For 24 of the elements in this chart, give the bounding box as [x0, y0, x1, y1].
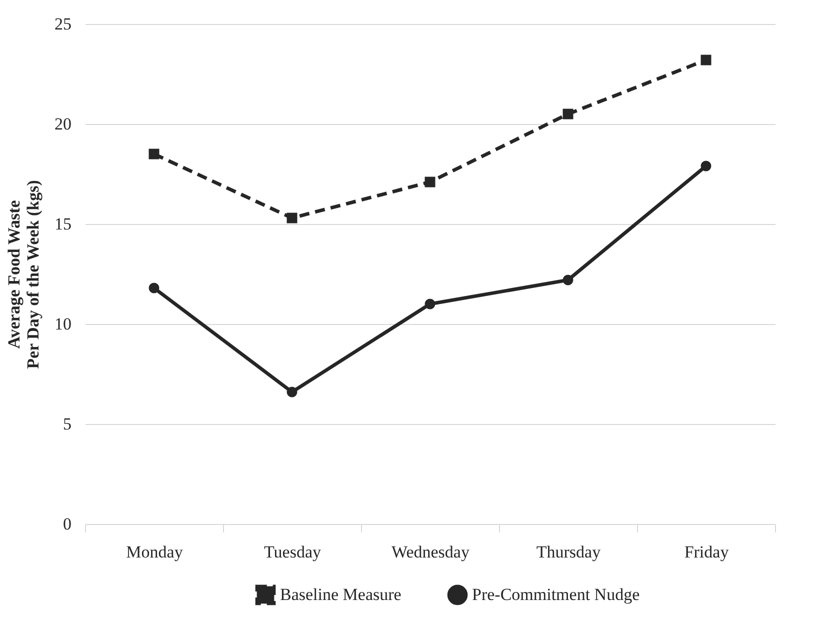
x-tick-label: Tuesday	[264, 542, 322, 562]
point	[700, 54, 712, 66]
x-tick-label: Friday	[684, 542, 730, 562]
y-tick-label: 25	[54, 14, 72, 34]
point	[286, 386, 298, 398]
y-tick-label: 20	[54, 114, 72, 134]
point	[700, 160, 712, 172]
point	[562, 108, 574, 120]
legend-label: Baseline Measure	[280, 584, 402, 604]
y-tick-label: 10	[54, 314, 72, 334]
point	[148, 282, 160, 294]
x-tick-label: Thursday	[536, 542, 602, 562]
y-tick-label: 5	[63, 414, 72, 434]
point	[148, 148, 160, 160]
y-axis-title: Average Food Waste Per Day of the Week (kgs)	[4, 180, 42, 369]
x-tick-label: Monday	[126, 542, 184, 562]
point	[286, 212, 298, 224]
y-tick-label: 0	[63, 514, 72, 534]
legend-label: Pre-Commitment Nudge	[472, 584, 640, 604]
y-tick-label: 15	[54, 214, 72, 234]
point	[562, 274, 574, 286]
x-tick-label: Wednesday	[392, 542, 470, 562]
point	[424, 176, 436, 188]
point	[424, 298, 436, 310]
